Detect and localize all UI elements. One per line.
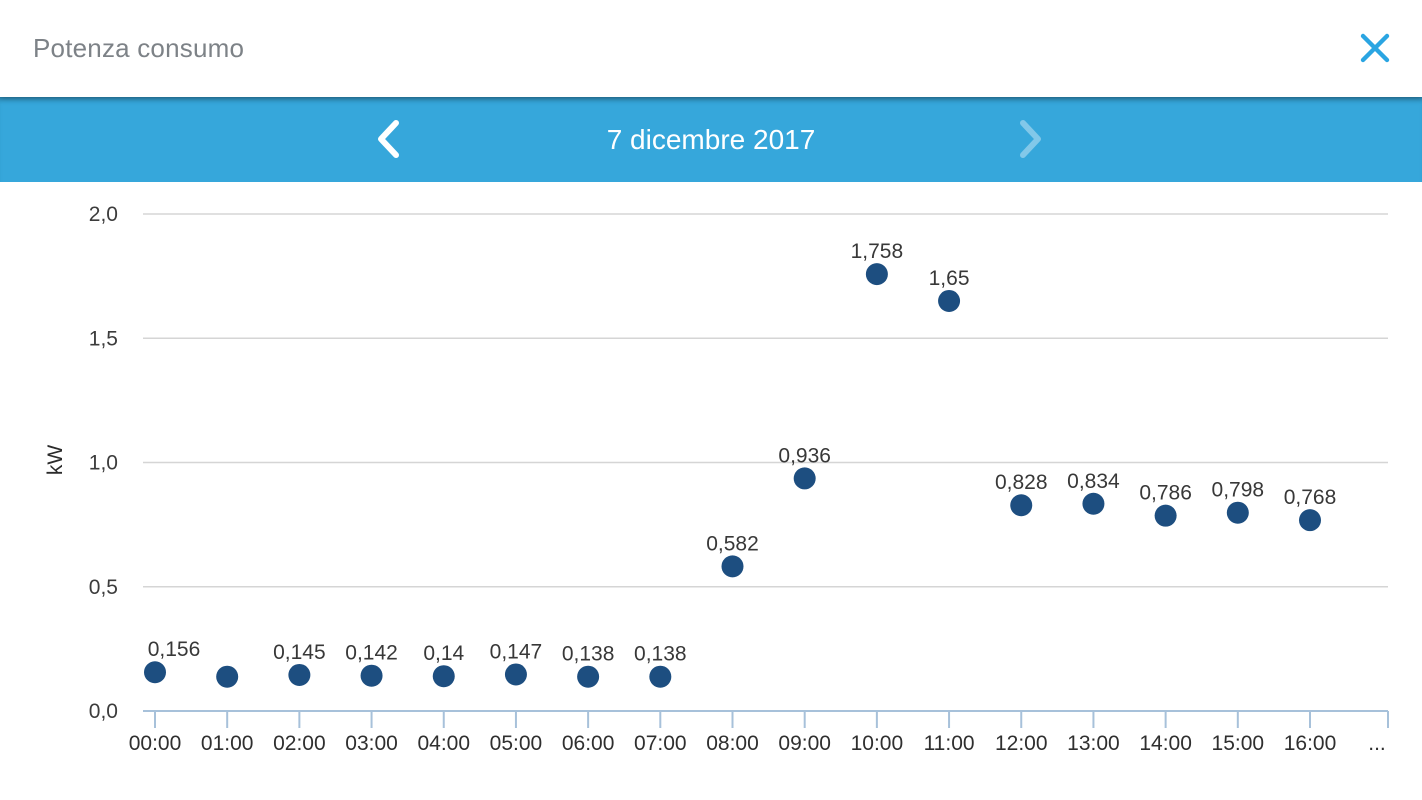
data-point-label: 0,138: [562, 643, 615, 666]
dialog-title: Potenza consumo: [33, 33, 245, 63]
chart-area: 0,0 0,5 1,0 1,5 2,0 00:00 0,156 01:00 02:00 0,145…: [0, 182, 1422, 800]
data-point-label: 0,14: [423, 642, 464, 665]
data-point[interactable]: [721, 555, 744, 578]
data-point[interactable]: [216, 665, 239, 688]
x-axis-tick-label: 14:00: [1139, 732, 1192, 755]
data-point[interactable]: [1010, 494, 1033, 517]
data-point[interactable]: [649, 665, 672, 688]
data-point-label: 0,798: [1212, 479, 1265, 502]
x-axis-tick-label: 08:00: [706, 732, 759, 755]
data-point[interactable]: [360, 664, 383, 687]
x-axis-tick-label: 12:00: [995, 732, 1048, 755]
power-consumption-chart: 0,0 0,5 1,0 1,5 2,0 00:00 0,156 01:00 02:00 0,145…: [44, 203, 1389, 755]
data-point[interactable]: [288, 663, 311, 686]
data-point[interactable]: [144, 661, 166, 684]
y-axis-tick-label: 2,0: [89, 203, 118, 226]
data-point[interactable]: [793, 467, 816, 490]
x-axis-tick-label: 07:00: [634, 732, 687, 755]
data-point-label: 0,828: [995, 471, 1048, 494]
chevron-right-icon: [1020, 120, 1041, 158]
y-axis-unit-label: kW: [44, 445, 67, 476]
x-axis-tick-label: 09:00: [778, 732, 831, 755]
data-point-label: 0,147: [490, 640, 543, 663]
x-axis-tick-label: 13:00: [1067, 732, 1120, 755]
close-button[interactable]: [1357, 30, 1393, 66]
data-point-label: 0,834: [1067, 470, 1120, 493]
y-axis-tick-label: 1,5: [89, 327, 118, 350]
data-point-label: 1,758: [851, 240, 904, 263]
y-axis-tick-label: 1,0: [89, 452, 118, 475]
x-axis-tick-label: 02:00: [273, 732, 326, 755]
data-point[interactable]: [1226, 501, 1249, 524]
y-axis-tick-label: 0,5: [89, 576, 118, 599]
data-point-label: 0,768: [1284, 486, 1337, 509]
x-axis-tick-label: 01:00: [201, 732, 254, 755]
data-point-label: 0,142: [345, 642, 398, 665]
x-axis-tick-label: 11:00: [924, 732, 975, 755]
x-axis-tick-label: 04:00: [417, 732, 470, 755]
x-axis-tick-label: 00:00: [129, 732, 182, 755]
data-point-label: 0,138: [634, 643, 687, 666]
x-axis-tick-label: 06:00: [562, 732, 615, 755]
close-icon: [1360, 33, 1390, 63]
x-axis-overflow-label: ...: [1368, 732, 1386, 755]
date-navigation-bar: 7 dicembre 2017: [0, 97, 1422, 182]
x-axis-tick-label: 16:00: [1284, 732, 1337, 755]
dialog-header: Potenza consumo: [0, 0, 1422, 97]
data-point[interactable]: [1082, 492, 1105, 515]
x-axis-tick-label: 15:00: [1212, 732, 1265, 755]
data-point[interactable]: [432, 665, 455, 688]
x-axis-tick-label: 10:00: [851, 732, 904, 755]
next-day-button[interactable]: [1003, 111, 1059, 167]
x-axis-tick-label: 03:00: [345, 732, 398, 755]
data-point[interactable]: [1154, 504, 1177, 527]
data-point[interactable]: [865, 263, 888, 286]
data-point-label: 0,156: [148, 638, 201, 661]
y-axis-tick-label: 0,0: [89, 700, 118, 723]
x-axis-tick-label: 05:00: [490, 732, 543, 755]
data-point-label: 0,145: [273, 641, 326, 664]
chevron-left-icon: [378, 120, 399, 158]
data-point-label: 1,65: [929, 267, 970, 290]
data-point-label: 0,582: [706, 532, 759, 555]
previous-day-button[interactable]: [360, 111, 416, 167]
data-point[interactable]: [504, 663, 527, 686]
data-point[interactable]: [577, 665, 600, 688]
data-point[interactable]: [1299, 509, 1321, 532]
data-point-label: 0,936: [778, 444, 831, 467]
data-point-label: 0,786: [1139, 482, 1192, 505]
current-date-label: 7 dicembre 2017: [606, 123, 816, 155]
data-point[interactable]: [938, 289, 961, 312]
